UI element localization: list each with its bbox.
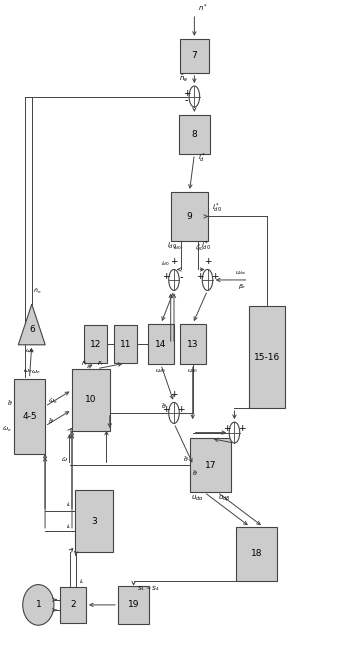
Text: +: + — [211, 272, 218, 281]
Text: -: - — [185, 95, 188, 105]
Text: +: + — [170, 257, 178, 266]
Circle shape — [229, 422, 240, 443]
FancyBboxPatch shape — [14, 379, 45, 454]
FancyBboxPatch shape — [60, 587, 86, 623]
Text: +: + — [204, 257, 211, 266]
Text: $u_{d0}$: $u_{d0}$ — [187, 367, 198, 375]
Text: $\hat{\omega}_e$: $\hat{\omega}_e$ — [2, 424, 12, 434]
FancyBboxPatch shape — [171, 192, 208, 241]
FancyBboxPatch shape — [180, 324, 206, 364]
Text: 7: 7 — [191, 51, 197, 61]
Text: $\hat{n}_e$: $\hat{n}_e$ — [33, 286, 42, 296]
Text: $\beta_e$: $\beta_e$ — [239, 282, 247, 291]
Text: +: + — [238, 424, 245, 433]
Text: 3: 3 — [91, 517, 97, 525]
Text: $S_1\sim S_4$: $S_1\sim S_4$ — [137, 584, 160, 593]
Text: +: + — [183, 88, 190, 98]
Text: +: + — [162, 405, 170, 414]
Text: $i^*_{d0}$: $i^*_{d0}$ — [212, 202, 221, 215]
Text: +: + — [170, 390, 178, 399]
FancyBboxPatch shape — [84, 325, 106, 363]
Text: $u_{d0}$: $u_{d0}$ — [155, 367, 166, 375]
Text: 12: 12 — [89, 340, 101, 348]
Text: 19: 19 — [128, 601, 139, 609]
Text: $\hat{\theta}$: $\hat{\theta}$ — [6, 398, 12, 408]
Text: 6: 6 — [29, 325, 35, 334]
Text: $\hat{\theta}$: $\hat{\theta}$ — [161, 401, 167, 411]
FancyBboxPatch shape — [148, 324, 174, 364]
Text: 4-5: 4-5 — [22, 412, 37, 420]
Text: $i^*_{d0}$: $i^*_{d0}$ — [201, 240, 211, 253]
Text: 9: 9 — [187, 212, 192, 221]
Text: 18: 18 — [251, 549, 263, 558]
Text: $\hat{\theta}$: $\hat{\theta}$ — [183, 454, 189, 464]
Text: +: + — [196, 272, 203, 281]
Text: $i^*_d$: $i^*_d$ — [198, 151, 206, 165]
FancyBboxPatch shape — [179, 115, 210, 154]
Polygon shape — [18, 304, 45, 345]
FancyBboxPatch shape — [190, 438, 231, 492]
Text: +: + — [177, 405, 185, 414]
FancyBboxPatch shape — [114, 325, 137, 363]
FancyBboxPatch shape — [249, 306, 285, 408]
Text: 15-16: 15-16 — [253, 352, 280, 362]
Text: $F_r$: $F_r$ — [97, 359, 105, 368]
FancyBboxPatch shape — [75, 490, 113, 552]
Text: 1: 1 — [35, 601, 41, 609]
Text: $u_{d\beta}$: $u_{d\beta}$ — [218, 494, 230, 504]
Text: 10: 10 — [85, 395, 97, 405]
Text: $i_{d0}$: $i_{d0}$ — [167, 241, 177, 251]
FancyBboxPatch shape — [180, 39, 209, 73]
Text: 17: 17 — [205, 461, 217, 470]
Circle shape — [169, 403, 179, 424]
Text: $i^*_{d0}$: $i^*_{d0}$ — [195, 242, 204, 253]
FancyBboxPatch shape — [118, 586, 149, 624]
FancyBboxPatch shape — [72, 369, 110, 431]
Text: $\hat{\theta}$: $\hat{\theta}$ — [48, 416, 54, 426]
Text: 14: 14 — [155, 340, 166, 348]
Text: $u_{d\alpha}$: $u_{d\alpha}$ — [191, 494, 204, 504]
Text: 11: 11 — [120, 340, 131, 348]
Ellipse shape — [23, 585, 54, 625]
Text: $\omega_e$: $\omega_e$ — [23, 367, 33, 375]
Text: $\omega_e$: $\omega_e$ — [31, 368, 41, 376]
Text: 2: 2 — [70, 601, 75, 609]
Text: $i_L$: $i_L$ — [80, 578, 85, 586]
Text: $i_L$: $i_L$ — [66, 522, 72, 531]
Text: $\hat{\omega}_e$: $\hat{\omega}_e$ — [48, 396, 58, 406]
Text: -: - — [179, 272, 183, 282]
Text: +: + — [223, 424, 230, 433]
Circle shape — [189, 86, 200, 107]
FancyBboxPatch shape — [236, 527, 277, 581]
Text: $i_{d0}$: $i_{d0}$ — [174, 243, 182, 252]
Text: $\hat{\theta}$: $\hat{\theta}$ — [192, 469, 197, 478]
Circle shape — [169, 269, 179, 290]
Text: $F_i$: $F_i$ — [81, 359, 88, 368]
Text: $\hat{\omega}$: $\hat{\omega}$ — [61, 455, 68, 465]
Text: $\omega_e$: $\omega_e$ — [25, 347, 35, 355]
Text: 13: 13 — [187, 340, 198, 348]
Text: $u_{d\alpha}$: $u_{d\alpha}$ — [235, 269, 247, 277]
Text: 8: 8 — [191, 130, 197, 139]
Text: $i_L$: $i_L$ — [66, 500, 72, 509]
Text: +: + — [162, 272, 170, 281]
Circle shape — [202, 269, 213, 290]
Text: $\hat{n}_e$: $\hat{n}_e$ — [179, 73, 188, 84]
Text: $i_{d0}$: $i_{d0}$ — [161, 259, 170, 268]
Text: $n^*$: $n^*$ — [198, 3, 208, 14]
